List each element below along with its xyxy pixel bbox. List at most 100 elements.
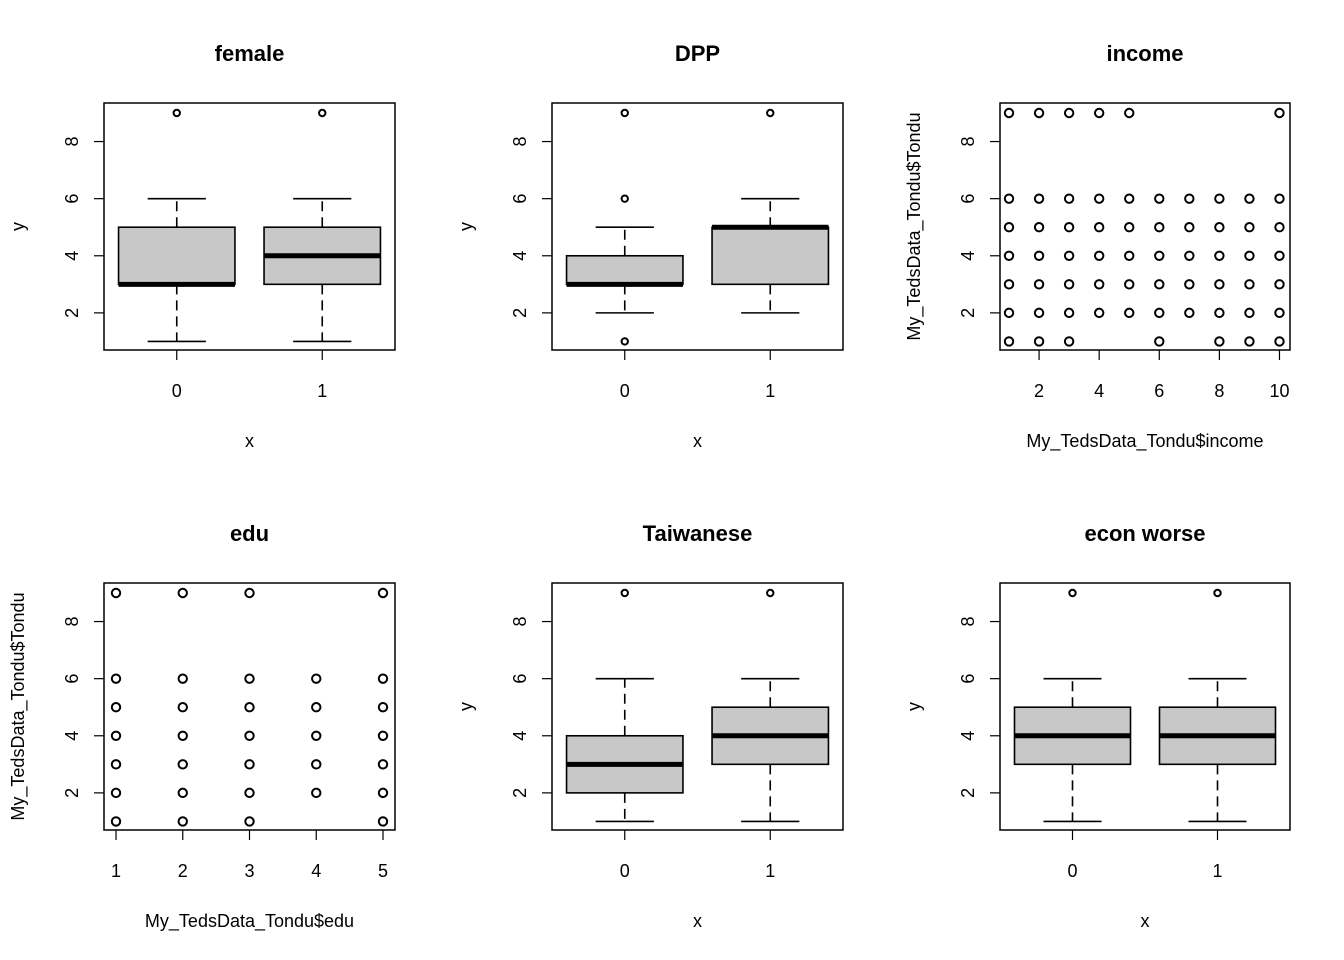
x-tick-label: 0 bbox=[620, 861, 630, 881]
y-tick-label: 8 bbox=[510, 137, 530, 147]
x-tick-label: 1 bbox=[765, 861, 775, 881]
data-point bbox=[377, 730, 389, 741]
data-point bbox=[1184, 222, 1195, 233]
data-point bbox=[1154, 222, 1165, 233]
data-point bbox=[377, 816, 389, 827]
y-tick-label: 6 bbox=[958, 194, 978, 204]
data-point bbox=[244, 759, 255, 770]
data-point bbox=[1184, 279, 1195, 290]
data-point bbox=[377, 673, 389, 684]
data-point bbox=[1063, 250, 1075, 261]
box-1 bbox=[711, 588, 830, 823]
x-axis-label: x bbox=[693, 431, 702, 451]
data-point bbox=[177, 816, 188, 827]
data-point bbox=[1154, 336, 1165, 347]
data-point bbox=[1184, 193, 1195, 204]
data-point bbox=[1124, 107, 1135, 119]
x-axis-label: x bbox=[693, 911, 702, 931]
data-point bbox=[1033, 250, 1045, 261]
data-point bbox=[1124, 222, 1135, 233]
data-point bbox=[244, 587, 255, 599]
y-axis-label: y bbox=[456, 222, 476, 231]
outlier-point bbox=[766, 588, 775, 598]
y-axis-label: My_TedsData_Tondu$Tondu bbox=[8, 592, 29, 820]
data-point bbox=[311, 673, 322, 684]
y-tick-label: 4 bbox=[62, 731, 82, 741]
outlier-point bbox=[620, 108, 629, 118]
data-point bbox=[244, 702, 255, 713]
y-tick-label: 2 bbox=[510, 308, 530, 318]
data-point bbox=[1063, 222, 1075, 233]
data-point bbox=[1214, 250, 1225, 261]
data-point bbox=[1274, 336, 1285, 347]
y-tick-label: 6 bbox=[510, 194, 530, 204]
x-tick-label: 8 bbox=[1214, 381, 1224, 401]
data-point bbox=[1214, 279, 1225, 290]
y-tick-label: 2 bbox=[958, 308, 978, 318]
plot-frame bbox=[551, 582, 844, 831]
data-point bbox=[1154, 307, 1165, 319]
y-axis-label: My_TedsData_Tondu$Tondu bbox=[904, 112, 925, 340]
box-1 bbox=[711, 108, 830, 314]
data-point bbox=[377, 787, 389, 799]
plot-frame bbox=[999, 582, 1291, 831]
data-point bbox=[1154, 250, 1165, 261]
data-point bbox=[1063, 193, 1075, 204]
data-point bbox=[1033, 307, 1045, 319]
data-point bbox=[1154, 279, 1165, 290]
x-tick-label: 1 bbox=[111, 861, 121, 881]
outlier-point bbox=[1213, 588, 1222, 598]
data-point bbox=[1244, 279, 1255, 290]
x-tick-label: 4 bbox=[311, 861, 321, 881]
x-tick-label: 2 bbox=[178, 861, 188, 881]
y-tick-label: 2 bbox=[62, 788, 82, 798]
data-point bbox=[1244, 222, 1255, 233]
outlier-point bbox=[1068, 588, 1077, 598]
data-point bbox=[1124, 193, 1135, 204]
y-tick-label: 6 bbox=[510, 674, 530, 684]
data-point bbox=[1033, 107, 1045, 119]
data-point bbox=[1244, 336, 1255, 347]
x-tick-label: 0 bbox=[172, 381, 182, 401]
y-tick-label: 6 bbox=[958, 674, 978, 684]
x-tick-label: 4 bbox=[1094, 381, 1104, 401]
data-point bbox=[311, 702, 322, 713]
y-tick-label: 4 bbox=[510, 731, 530, 741]
data-point bbox=[244, 673, 255, 684]
x-axis-label: x bbox=[245, 431, 254, 451]
y-axis-label: y bbox=[8, 222, 28, 231]
x-tick-label: 2 bbox=[1034, 381, 1044, 401]
data-point bbox=[1003, 336, 1015, 347]
data-point bbox=[1274, 279, 1285, 290]
data-point bbox=[1003, 279, 1015, 290]
y-tick-label: 8 bbox=[62, 617, 82, 627]
data-point bbox=[377, 759, 389, 770]
box-body bbox=[565, 254, 684, 286]
panel-2: DPP 2 4 6 8 y x 0 1 bbox=[456, 41, 844, 451]
x-axis-label: My_TedsData_Tondu$income bbox=[1026, 431, 1263, 452]
y-tick-label: 8 bbox=[62, 137, 82, 147]
box-0 bbox=[117, 108, 236, 343]
data-point bbox=[1003, 250, 1015, 261]
box-0 bbox=[1013, 588, 1132, 823]
outlier-point bbox=[620, 337, 629, 346]
data-point bbox=[1214, 336, 1225, 347]
data-point bbox=[1274, 107, 1285, 119]
x-tick-label: 5 bbox=[378, 861, 388, 881]
data-point bbox=[1184, 250, 1195, 261]
data-point bbox=[1093, 222, 1105, 233]
x-tick-label: 0 bbox=[1067, 861, 1077, 881]
data-point bbox=[1274, 250, 1285, 261]
data-point bbox=[244, 730, 255, 741]
y-tick-label: 4 bbox=[958, 251, 978, 261]
data-point bbox=[110, 673, 122, 684]
data-point bbox=[1124, 250, 1135, 261]
data-point bbox=[1244, 193, 1255, 204]
data-point bbox=[1093, 279, 1105, 290]
data-point bbox=[1244, 307, 1255, 319]
data-point bbox=[1033, 193, 1045, 204]
outlier-point bbox=[766, 108, 775, 118]
data-point bbox=[177, 702, 188, 713]
data-point bbox=[377, 702, 389, 713]
data-point bbox=[1003, 107, 1015, 119]
